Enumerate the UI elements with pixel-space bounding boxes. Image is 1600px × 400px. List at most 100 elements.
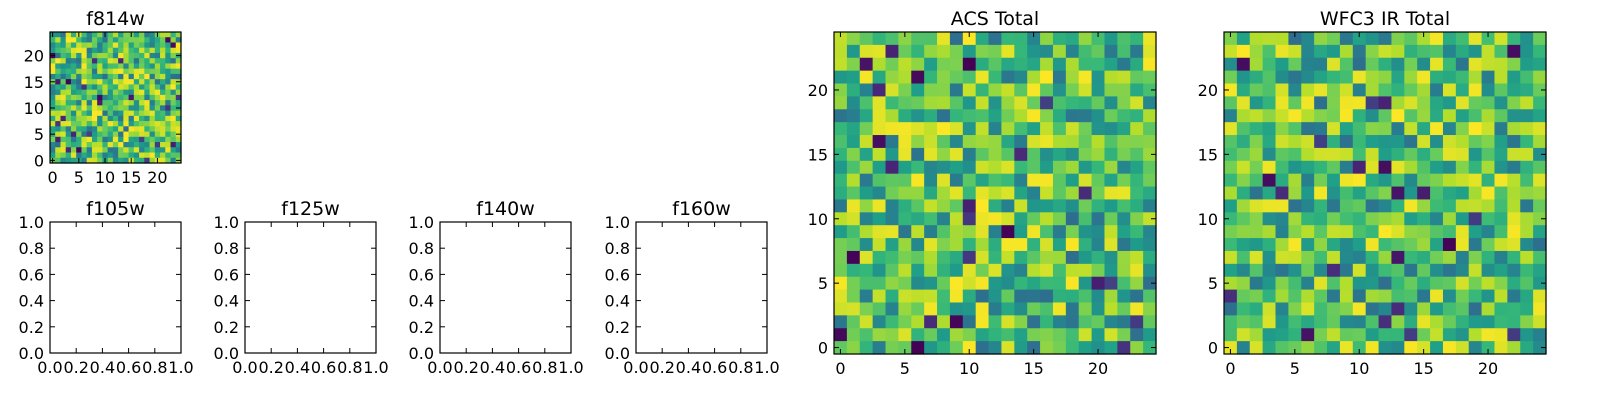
heatmap-cell	[859, 186, 874, 201]
heatmap-cell	[846, 186, 861, 201]
heatmap-cell	[1224, 96, 1238, 110]
heatmap-cell	[55, 42, 62, 49]
heatmap-cell	[1014, 173, 1028, 188]
heatmap-cell	[1143, 109, 1157, 123]
heatmap-cell	[128, 147, 135, 154]
heatmap-cell	[70, 89, 77, 96]
heatmap-cell	[1249, 276, 1264, 291]
heatmap-cell	[118, 73, 124, 80]
heatmap-cell	[1104, 186, 1118, 201]
heatmap-cell	[1365, 289, 1380, 304]
heatmap-cell	[1468, 32, 1483, 46]
x-tick-label: 0.0	[623, 358, 648, 377]
heatmap-cell	[1520, 302, 1534, 316]
heatmap-cell	[97, 73, 103, 80]
heatmap-cell	[1236, 135, 1251, 149]
x-tick-label: 20	[1478, 359, 1498, 378]
heatmap-cell	[160, 131, 166, 138]
heatmap-cell	[97, 37, 103, 44]
heatmap-cell	[133, 89, 140, 96]
heatmap-cell	[859, 225, 874, 239]
heatmap-cell	[949, 70, 964, 85]
heatmap-cell	[118, 79, 124, 85]
heatmap-cell	[1091, 199, 1106, 213]
heatmap-cell	[1533, 263, 1547, 278]
axes-frame	[833, 31, 1157, 355]
heatmap-cell	[1378, 44, 1393, 59]
axes-frame	[635, 221, 768, 354]
heatmap-cell	[1288, 302, 1302, 316]
heatmap-cell	[975, 289, 990, 304]
heatmap-cell	[1404, 173, 1418, 188]
heatmap-cell	[70, 68, 77, 75]
heatmap-cell	[133, 63, 140, 70]
heatmap-cell	[911, 238, 925, 252]
heatmap-cell	[1104, 263, 1118, 278]
heatmap-cell	[1065, 225, 1080, 239]
heatmap-cell	[1262, 199, 1277, 213]
heatmap-cell	[112, 79, 119, 85]
y-tick-label: 0.6	[19, 265, 44, 284]
heatmap-cell	[924, 32, 938, 46]
heatmap-cell	[81, 42, 88, 49]
heatmap-cell	[1065, 263, 1080, 278]
heatmap-cell	[975, 225, 990, 239]
heatmap-cell	[81, 152, 88, 159]
heatmap-cell	[1468, 122, 1483, 136]
heatmap-cell	[1301, 302, 1315, 316]
heatmap-cell	[123, 110, 130, 117]
heatmap-cell	[937, 147, 951, 162]
heatmap-cell	[1027, 70, 1041, 85]
heatmap-cell	[123, 79, 130, 85]
heatmap-cell	[962, 160, 977, 175]
heatmap-cell	[1052, 186, 1067, 201]
heatmap-cell	[165, 37, 172, 44]
heatmap-cell	[1275, 225, 1289, 239]
heatmap-cell	[118, 142, 124, 148]
heatmap-cell	[1027, 341, 1041, 355]
heatmap-cell	[872, 109, 887, 123]
heatmap-cell	[139, 63, 145, 70]
heatmap-cell	[97, 105, 103, 112]
heatmap-cell	[1078, 32, 1093, 46]
heatmap-cell	[834, 276, 848, 291]
heatmap-cell	[55, 37, 62, 44]
heatmap-cell	[123, 73, 130, 80]
heatmap-cell	[118, 37, 124, 44]
heatmap-cell	[76, 68, 83, 75]
heatmap-cell	[160, 100, 166, 106]
heatmap-cell	[1378, 70, 1393, 85]
x-tick-label: 15	[121, 168, 141, 187]
heatmap-cell	[911, 57, 925, 72]
heatmap-cell	[898, 122, 912, 136]
heatmap-cell	[1301, 57, 1315, 72]
heatmap-cell	[1494, 122, 1508, 136]
heatmap-cell	[1040, 315, 1054, 329]
heatmap-cell	[81, 94, 88, 101]
heatmap-cell	[1001, 122, 1015, 136]
heatmap-cell	[107, 115, 114, 122]
panel-title: f105w	[86, 198, 145, 220]
heatmap-cell	[988, 122, 1003, 136]
heatmap-cell	[160, 121, 166, 127]
heatmap-cell	[107, 79, 114, 85]
heatmap-cell	[55, 110, 62, 117]
heatmap-cell	[1417, 225, 1431, 239]
heatmap-cell	[1455, 250, 1470, 265]
heatmap-cell	[81, 105, 88, 112]
heatmap-cell	[1014, 57, 1028, 72]
heatmap-cell	[65, 79, 72, 85]
heatmap-cell	[81, 142, 88, 148]
heatmap-cell	[55, 58, 62, 65]
heatmap-cell	[118, 68, 124, 75]
heatmap-cell	[1143, 147, 1157, 162]
heatmap-cell	[1494, 186, 1508, 201]
heatmap-cell	[1078, 263, 1093, 278]
heatmap-cell	[1481, 341, 1496, 355]
heatmap-cell	[1391, 109, 1405, 123]
heatmap-cell	[885, 147, 899, 162]
heatmap-cell	[859, 341, 874, 355]
heatmap-cell	[1468, 44, 1483, 59]
heatmap-cell	[1481, 57, 1496, 72]
